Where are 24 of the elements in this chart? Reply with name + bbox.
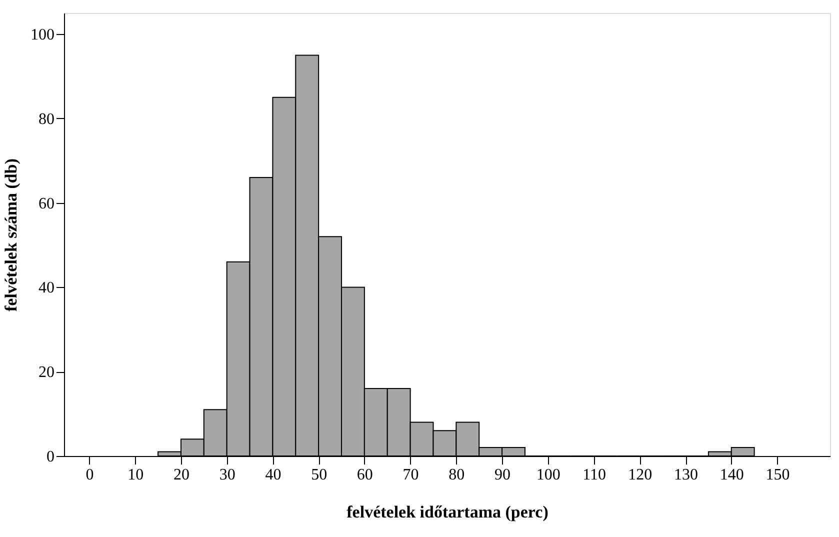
y-tick-label: 20: [38, 364, 54, 382]
x-tick-label: 100: [536, 466, 560, 484]
x-tick-label: 140: [720, 466, 744, 484]
y-tick-label: 100: [30, 26, 54, 44]
x-tick-label: 120: [628, 466, 652, 484]
x-tick-label: 90: [494, 466, 511, 484]
y-axis-title: felvételek száma (db): [2, 158, 20, 312]
y-tick-label: 80: [38, 110, 54, 128]
x-tick-label: 80: [448, 466, 465, 484]
x-tick-label: 30: [219, 466, 236, 484]
x-tick-label: 20: [173, 466, 190, 484]
x-tick-label: 70: [402, 466, 419, 484]
x-tick-label: 0: [86, 466, 94, 484]
x-tick-label: 110: [582, 466, 606, 484]
x-tick-label: 50: [311, 466, 328, 484]
x-tick-label: 10: [128, 466, 144, 484]
x-tick-label: 60: [356, 466, 373, 484]
x-tick-label: 130: [674, 466, 698, 484]
x-tick-label: 40: [265, 466, 282, 484]
y-tick-label: 40: [38, 280, 54, 297]
y-tick-label: 0: [46, 448, 54, 466]
x-axis-title: felvételek időtartama (perc): [346, 502, 548, 522]
y-tick-label: 60: [38, 195, 54, 212]
x-tick-label: 150: [766, 466, 790, 484]
